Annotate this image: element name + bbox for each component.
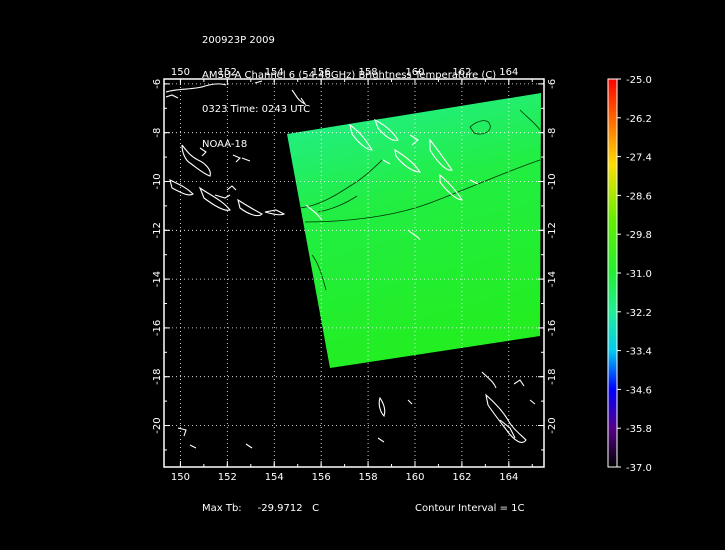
lat-label-right: -12 <box>547 222 558 238</box>
lon-label-bottom: 158 <box>359 472 378 483</box>
lat-label-left: -20 <box>152 417 163 433</box>
lat-labels-left: -6 -8 -10 -12 -14 -16 -18 -20 <box>152 79 163 434</box>
date-time: 0323 Time: 0243 UTC <box>202 104 311 115</box>
lat-label-right: -6 <box>547 79 558 89</box>
lon-label-top: 152 <box>218 67 237 78</box>
lon-label-top: 156 <box>312 67 331 78</box>
lon-label-top: 150 <box>171 67 190 78</box>
max-tb-value: -29.9712 <box>257 503 303 514</box>
channel-title: AMSU-A Channel 6 (54.46GHz) Brightness T… <box>202 69 497 81</box>
contour-interval: Contour Interval = 1C <box>415 503 525 514</box>
lat-label-right: -10 <box>547 173 558 189</box>
lat-label-left: -12 <box>152 222 163 238</box>
max-tb-label: Max Tb: <box>202 503 242 514</box>
lon-label-bottom: 150 <box>171 472 190 483</box>
lat-label-left: -14 <box>152 271 163 287</box>
colorbar-label: -28.6 <box>626 191 652 202</box>
colorbar-label: -37.0 <box>626 463 652 474</box>
lon-label-bottom: 162 <box>452 472 471 483</box>
lon-label-top: 160 <box>405 67 424 78</box>
lon-labels-bottom: 150 152 154 156 158 160 162 164 <box>171 472 518 483</box>
lon-label-bottom: 154 <box>265 472 284 483</box>
colorbar-label: -34.6 <box>626 385 652 396</box>
lon-label-top: 162 <box>452 67 471 78</box>
lat-label-left: -8 <box>152 128 163 138</box>
lat-label-right: -14 <box>547 271 558 287</box>
lat-label-left: -6 <box>152 79 163 89</box>
temperature-contours <box>299 109 541 291</box>
lon-label-bottom: 160 <box>405 472 424 483</box>
lon-label-bottom: 156 <box>312 472 331 483</box>
satellite-name: NOAA-18 <box>202 138 248 150</box>
lat-label-right: -16 <box>547 320 558 336</box>
lat-label-left: -10 <box>152 173 163 189</box>
colorbar-label: -31.0 <box>626 269 652 280</box>
lat-label-right: -18 <box>547 369 558 385</box>
lon-label-top: 164 <box>499 67 518 78</box>
map-ticks <box>164 79 544 467</box>
satellite-swath <box>287 93 541 368</box>
colorbar-label: -33.4 <box>626 347 652 358</box>
colorbar <box>607 78 618 468</box>
lat-lon-grid <box>164 79 544 467</box>
lat-label-left: -16 <box>152 320 163 336</box>
max-tb-readout: Max Tb: -29.9712 C <box>202 503 319 514</box>
colorbar-label: -25.0 <box>626 75 652 86</box>
storm-id-year: 200923P 2009 <box>202 35 275 46</box>
colorbar-label: -27.4 <box>626 153 652 164</box>
lon-label-bottom: 164 <box>499 472 518 483</box>
map-frame <box>163 78 545 468</box>
max-tb-unit: C <box>312 503 320 514</box>
colorbar-label: -26.2 <box>626 114 652 125</box>
lon-label-top: 158 <box>359 67 378 78</box>
lat-labels-right: -6 -8 -10 -12 -14 -16 -18 -20 <box>547 79 558 434</box>
lat-label-right: -8 <box>547 128 558 138</box>
colorbar-label: -29.8 <box>626 230 652 241</box>
lon-labels-top: 150 152 154 156 158 160 162 164 <box>171 67 518 78</box>
lon-label-bottom: 152 <box>218 472 237 483</box>
lat-label-right: -20 <box>547 417 558 433</box>
map-header: 200923P 2009 AMSU-A Channel 6 (54.46GHz)… <box>202 12 496 162</box>
lon-label-top: 154 <box>265 67 284 78</box>
coastlines <box>165 80 536 449</box>
colorbar-label: -32.2 <box>626 308 652 319</box>
lat-label-left: -18 <box>152 369 163 385</box>
colorbar-label: -35.8 <box>626 424 652 435</box>
colorbar-labels: -25.0 -26.2 -27.4 -28.6 -29.8 -31.0 -32.2 -33.4… <box>617 75 652 474</box>
